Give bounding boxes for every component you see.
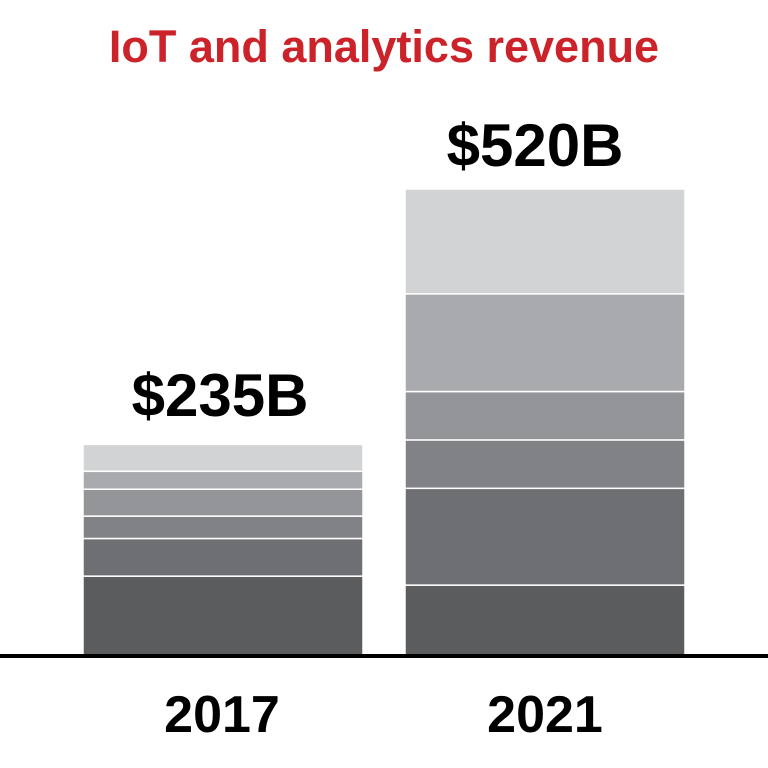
bar-segment-2017-6 <box>82 443 364 473</box>
category-label-2021: 2021 <box>487 686 603 744</box>
chart-title: IoT and analytics revenue <box>109 21 659 72</box>
bar-segment-2017-5 <box>82 470 364 490</box>
bar-segment-2017-3 <box>82 515 364 540</box>
bar-segment-2021-3 <box>404 439 686 490</box>
category-label-2017: 2017 <box>164 686 280 744</box>
bar-segment-2021-1 <box>404 584 686 656</box>
bar-segment-2021-4 <box>404 390 686 441</box>
bar-segment-2017-4 <box>82 488 364 517</box>
bar-segment-2021-2 <box>404 487 686 586</box>
bar-segment-2021-6 <box>404 188 686 295</box>
total-label-2021: $520B <box>447 112 624 179</box>
bar-segment-2017-1 <box>82 575 364 656</box>
bar-segment-2021-5 <box>404 293 686 393</box>
bars <box>82 188 686 656</box>
bar-segment-2017-2 <box>82 537 364 577</box>
total-label-2017: $235B <box>132 362 309 429</box>
